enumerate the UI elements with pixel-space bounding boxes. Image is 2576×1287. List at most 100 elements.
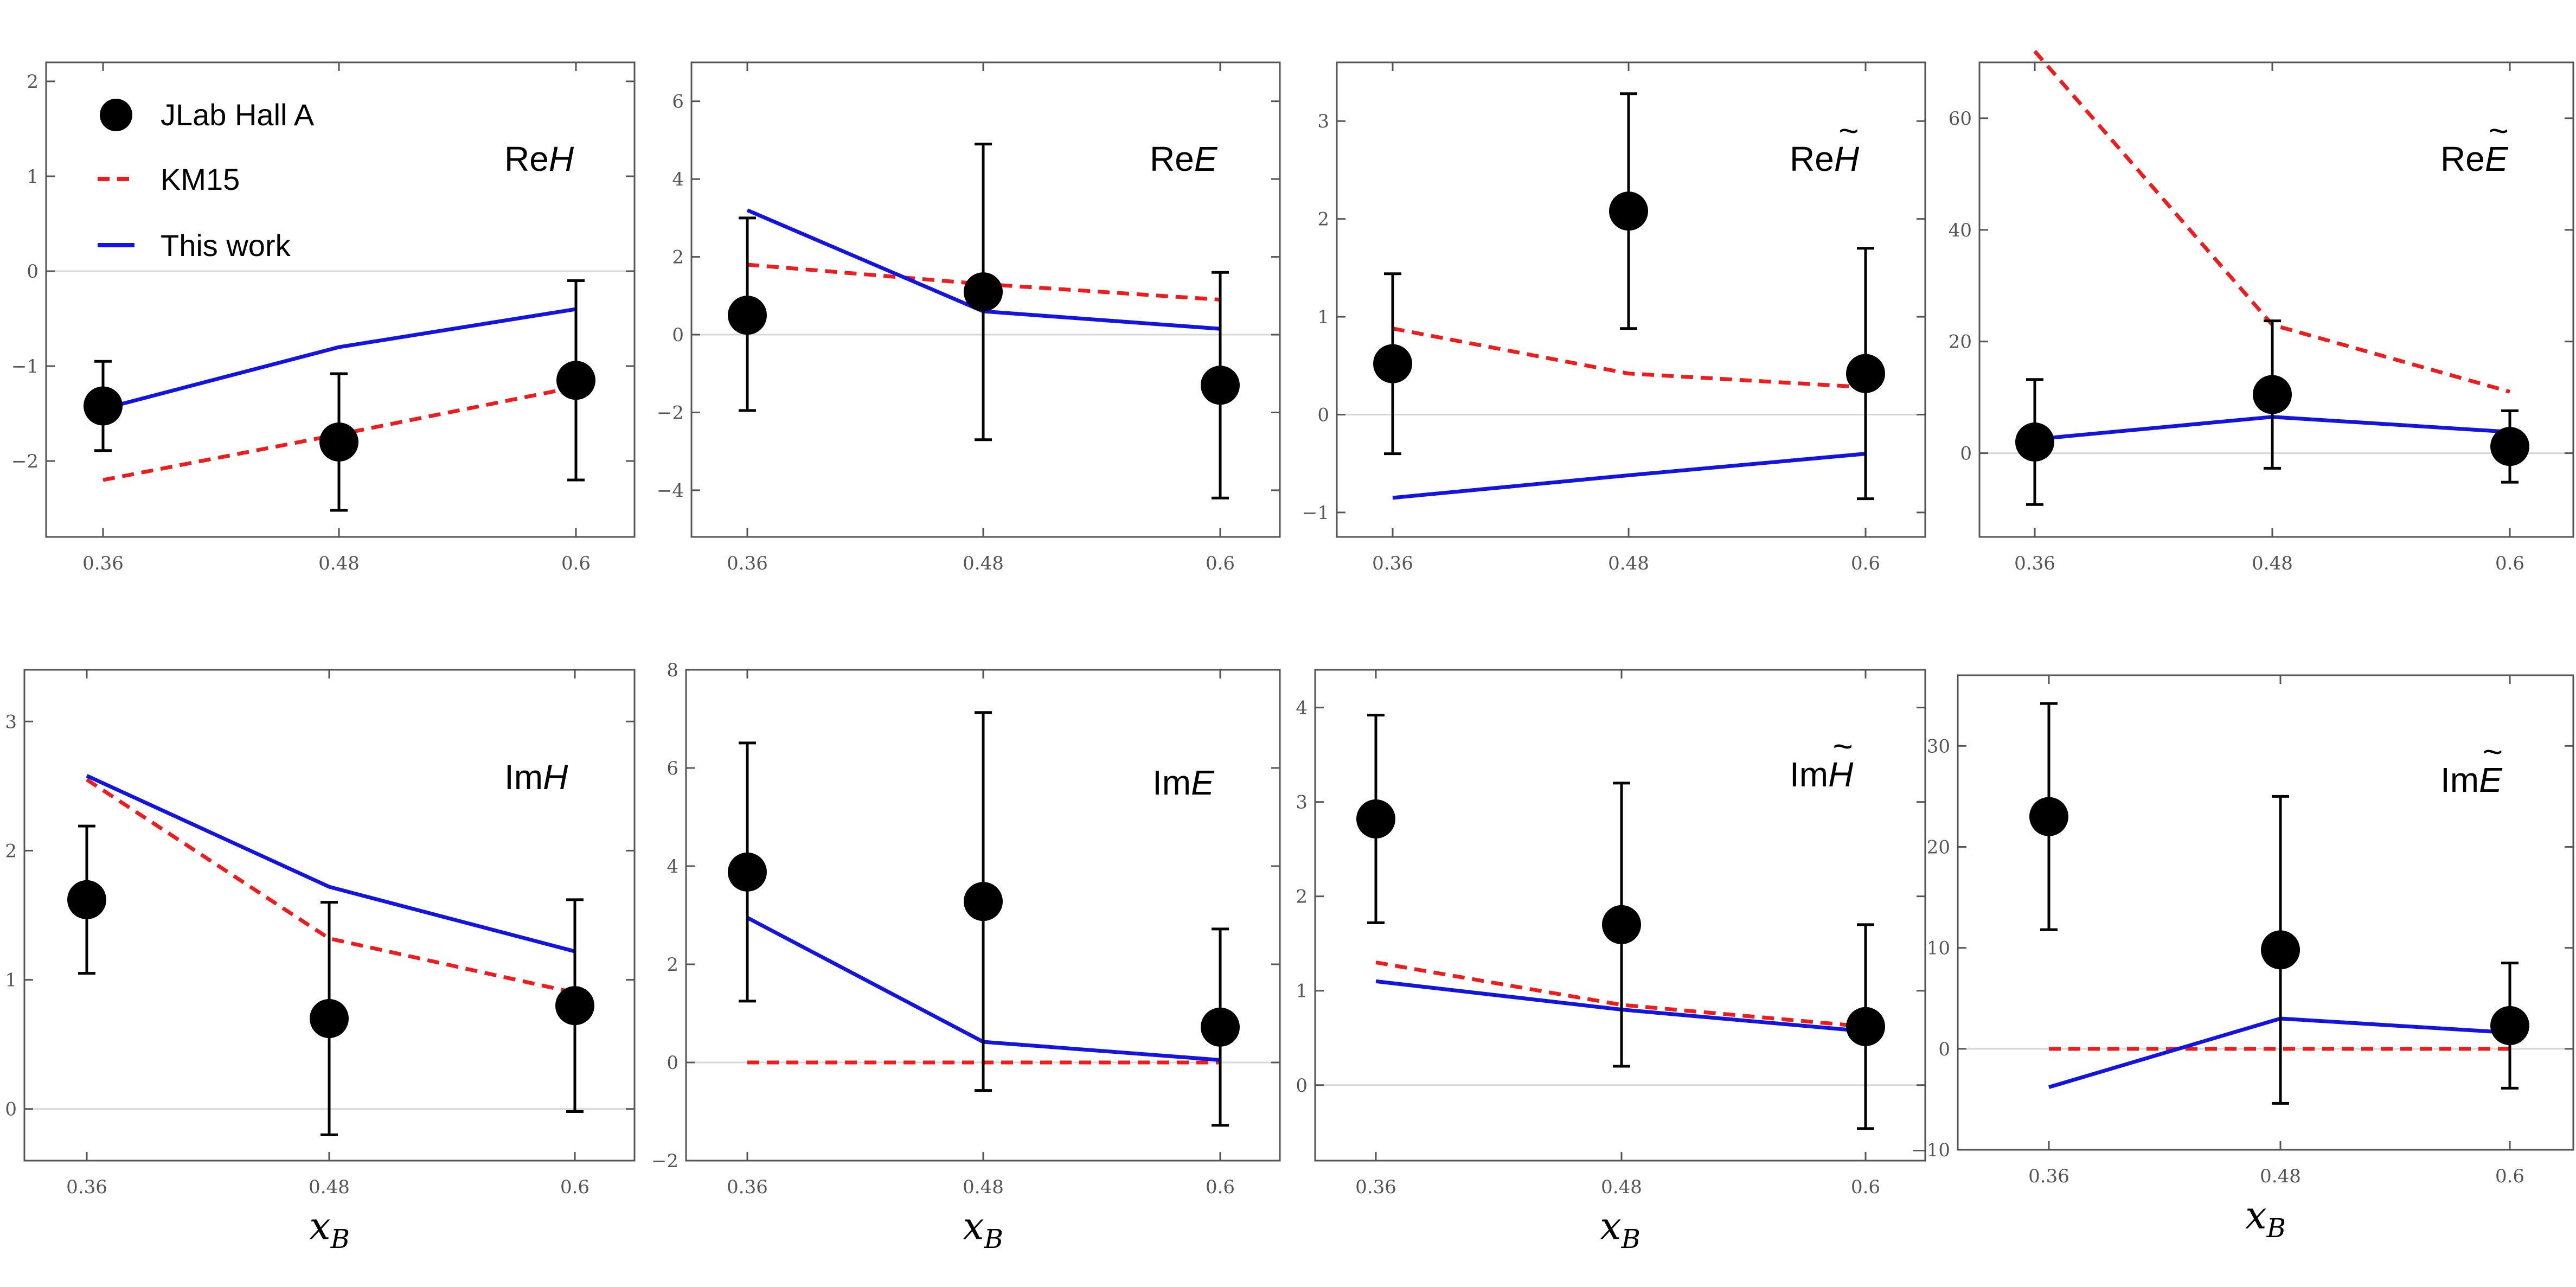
y-tick-label: 0 [1938,1039,1950,1060]
panel-label-symbol: E [1194,139,1218,178]
y-tick-label: −2 [651,1150,678,1172]
y-tick-label: 6 [672,91,684,113]
y-tick-label: 40 [1949,220,1972,241]
y-tick-label: −10 [1911,1139,1950,1161]
legend: JLab Hall A KM15 This work [98,98,315,262]
data-point [2490,427,2529,466]
panel-label-prefix: Re [504,139,549,178]
x-axis-label: xB [963,1204,1003,1254]
series-km15-line [1392,326,1866,389]
legend-marker-data [100,99,132,131]
panel-label: ReE [2440,139,2509,178]
x-tick-label: 0.6 [560,1176,589,1198]
y-tick-label: 3 [5,711,17,733]
data-point [1201,366,1240,405]
data-point [964,882,1003,921]
panel-label-prefix: Re [2440,139,2485,178]
panel-label-prefix: Im [1152,763,1191,802]
data-point [1846,1007,1885,1046]
data-point [84,386,123,426]
data-point [1373,344,1412,383]
x-tick-label: 0.36 [2014,553,2055,574]
panel-label-symbol: H [549,139,574,178]
data-point [1201,1007,1240,1047]
x-tick-label: 0.6 [2495,1166,2524,1187]
x-tick-label: 0.36 [727,553,768,574]
panel-label: ImE [1152,763,1215,802]
y-tick-label: −1 [1302,502,1329,524]
x-tick-label: 0.36 [1355,1176,1396,1198]
y-tick-label: 2 [1317,209,1329,230]
x-tick-label: 0.48 [309,1176,350,1198]
y-tick-label: 60 [1949,108,1972,130]
series-this-work-line [102,307,576,411]
x-axis-label-sub: B [984,1224,1003,1254]
panel-label: ImE [2440,760,2503,799]
panel-label-symbol: E [2479,760,2503,799]
panel-label-symbol: H [1834,139,1860,178]
x-tick-label: 0.6 [561,553,591,574]
y-tick-label: 2 [5,840,17,862]
x-tick-label: 0.6 [1206,1176,1235,1198]
x-axis-label: xB [1600,1204,1641,1254]
y-tick-label: 4 [672,169,684,190]
data-point [2490,1006,2529,1046]
y-tick-label: 4 [1296,697,1308,719]
data-point [2253,375,2292,414]
y-tick-label: 10 [1927,938,1950,959]
series-this-work-line [86,774,575,953]
x-axis-label-sub: B [330,1224,350,1254]
panel-ReEtilde: 0 20 40 60 0.36 0.48 0.6 ReE~ [1949,50,2574,574]
x-tick-label: 0.48 [2252,553,2293,574]
panel-ReH: −2 −1 0 1 2 0.36 0.48 0.6 ReH [11,61,636,574]
data-point [319,422,358,462]
x-tick-label: 0.6 [1851,553,1880,574]
data-point [2261,930,2300,970]
x-axis-label-main: x [1600,1204,1621,1248]
x-axis-label-main: x [2245,1193,2266,1238]
data-point [1846,354,1885,393]
y-tick-label: 0 [667,1052,678,1074]
x-axis-label-sub: B [1621,1224,1641,1254]
series-km15-line [1375,961,1866,1029]
x-tick-label: 0.36 [727,1176,768,1198]
y-tick-label: −4 [657,480,684,502]
panel-label-prefix: Im [2440,760,2479,799]
legend-label-km15: KM15 [161,162,240,196]
y-tick-label: 0 [1960,443,1972,465]
panel-label: ImH [1790,755,1854,794]
y-tick-label: 4 [667,856,678,878]
x-axis-label-sub: B [2266,1213,2286,1244]
data-point [2029,797,2068,836]
y-tick-label: 1 [1296,981,1308,1002]
panel-label-prefix: Im [1790,755,1828,794]
panel-frame [1957,674,2574,1151]
y-tick-label: 20 [1949,331,1972,353]
y-tick-label: 8 [667,659,678,681]
data-point [964,272,1003,312]
y-tick-label: 30 [1927,735,1950,757]
x-tick-label: 0.48 [963,553,1004,574]
panel-label-prefix: Im [504,758,543,797]
panel-ImEtilde: −10 0 10 20 30 0.36 0.48 0.6 ImE~ xB [1911,674,2574,1244]
x-tick-label: 0.36 [2028,1166,2069,1187]
x-tick-label: 0.48 [318,553,360,574]
y-tick-label: 0 [1317,404,1329,426]
y-tick-label: 6 [667,758,678,779]
panel-label-accent: ~ [2488,111,2508,150]
y-tick-label: −2 [657,402,684,424]
y-tick-label: 2 [667,954,678,976]
series-this-work-line [1392,452,1866,500]
x-axis-label-main: x [963,1204,984,1248]
data-point [2015,422,2054,462]
data-point [1609,191,1648,231]
panel-label: ReE [1150,139,1218,178]
x-tick-label: 0.36 [66,1176,107,1198]
panel-label: ReH [504,139,574,178]
y-tick-label: 1 [1317,306,1329,328]
panel-frame [1978,61,2574,538]
panel-label-symbol: E [1191,763,1215,802]
